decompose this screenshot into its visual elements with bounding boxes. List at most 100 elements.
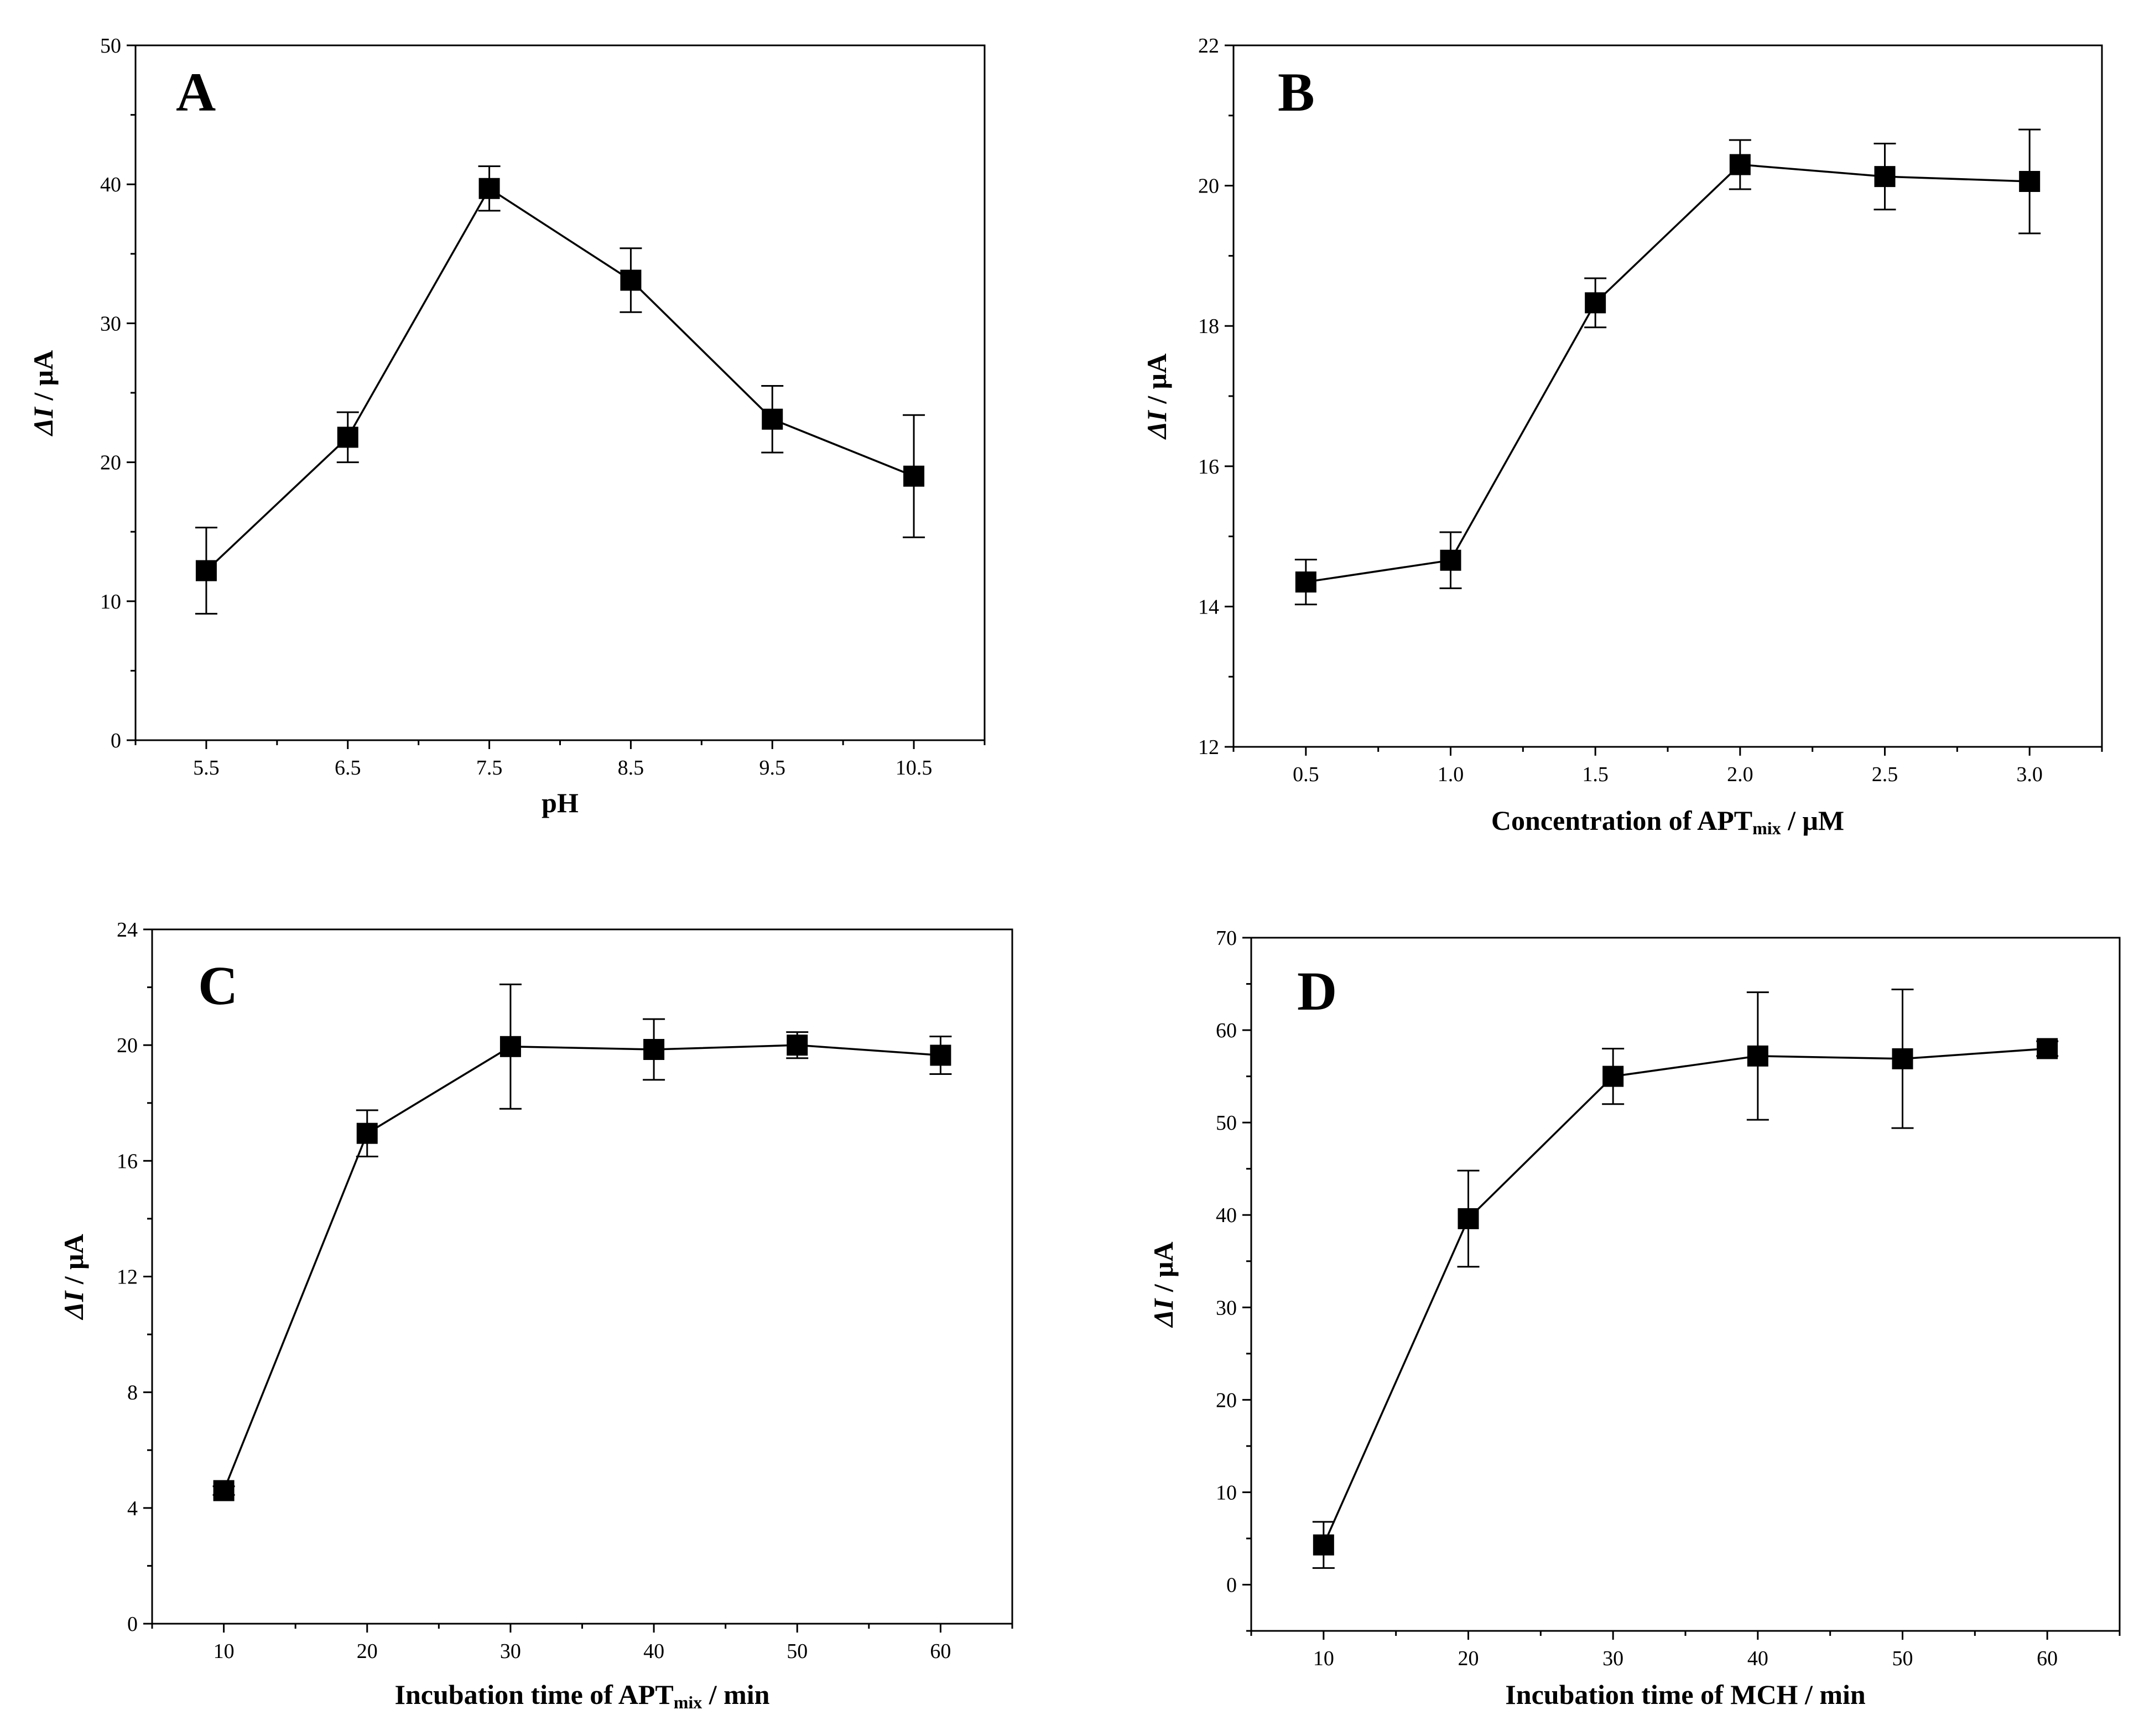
y-tick-label: 14 [1198, 595, 1219, 618]
x-axis-label-unit: / min [702, 1679, 769, 1710]
y-tick-label: 20 [117, 1034, 138, 1057]
data-point-marker [1892, 1048, 1913, 1069]
data-point-marker [478, 178, 500, 199]
panel-label: B [1278, 61, 1315, 123]
data-point-marker [1458, 1208, 1479, 1229]
panel-a: 0 10 20 30 40 50 5.5 6.5 7.5 8.5 9.5 10.5 ApH ΔI / μA [28, 34, 986, 818]
x-tick-label: 2.5 [1872, 763, 1898, 786]
data-point-marker [356, 1122, 378, 1144]
x-tick-label: 8.5 [618, 756, 644, 779]
data-point-marker [762, 408, 783, 430]
y-tick-label: 20 [1216, 1389, 1237, 1412]
y-tick-label: 18 [1198, 315, 1219, 338]
x-tick-label: 40 [1747, 1647, 1768, 1670]
x-tick-label: 50 [1892, 1647, 1913, 1670]
y-tick-label: 70 [1216, 927, 1237, 950]
data-point-marker [1729, 154, 1751, 175]
y-tick-label: 4 [127, 1497, 138, 1520]
data-point-marker [1313, 1534, 1334, 1556]
x-axis-label-text: Concentration of APT [1491, 805, 1752, 836]
x-tick-label: 30 [500, 1640, 521, 1663]
y-tick-label: 50 [100, 34, 121, 58]
y-tick-label: 20 [100, 451, 121, 475]
x-axis-label-unit: / μM [1781, 805, 1844, 836]
x-tick-label: 3.0 [2016, 763, 2043, 786]
x-tick-label: 0.5 [1293, 763, 1319, 786]
x-tick-label: 10.5 [896, 756, 933, 779]
x-tick-label: 20 [357, 1640, 378, 1663]
data-point-marker [1585, 292, 1606, 314]
y-axis-label-delta: Δ [1148, 1309, 1179, 1328]
y-axis-label-unit: / μA [58, 1234, 89, 1291]
data-point-marker [2019, 170, 2041, 192]
y-axis-label-delta: Δ [28, 418, 59, 436]
y-axis-label-unit: / μA [28, 350, 59, 407]
data-point-marker [620, 269, 642, 291]
y-tick-label: 40 [1216, 1204, 1237, 1227]
panel-label: D [1297, 960, 1337, 1022]
y-axis-label-delta: Δ [58, 1302, 89, 1320]
y-tick-label: 8 [127, 1381, 138, 1405]
series-line [1323, 1047, 2048, 1546]
y-axis-label-unit: / μA [1148, 1241, 1179, 1298]
panel-label: C [198, 955, 238, 1016]
x-axis-label-text: Incubation time of APT [395, 1679, 674, 1710]
x-tick-label: 60 [930, 1640, 951, 1663]
y-tick-label: 10 [100, 590, 121, 614]
x-axis-label: Concentration of APTmix / μM [1491, 805, 1844, 838]
x-tick-label: 6.5 [335, 756, 361, 779]
y-axis-label: ΔI / μA [58, 1234, 89, 1320]
series-line [1305, 163, 2030, 583]
y-axis-label-variable: I [1141, 410, 1172, 422]
y-axis-label-variable: I [28, 407, 59, 419]
data-point-marker [1295, 571, 1316, 593]
data-point-marker [1874, 166, 1896, 188]
x-tick-label: 7.5 [476, 756, 503, 779]
x-tick-label: 2.0 [1727, 763, 1753, 786]
data-point-marker [643, 1039, 665, 1061]
x-tick-label: 40 [643, 1640, 664, 1663]
data-point-marker [1440, 549, 1461, 571]
data-point-marker [2037, 1038, 2058, 1059]
data-point-marker [213, 1480, 235, 1501]
y-tick-label: 0 [127, 1613, 138, 1636]
x-tick-label: 9.5 [759, 756, 786, 779]
x-axis-label-text: pH [542, 787, 579, 818]
panel-label: A [176, 61, 216, 123]
data-point-marker [195, 560, 217, 581]
y-tick-label: 30 [1216, 1296, 1237, 1319]
x-tick-label: 5.5 [193, 756, 220, 779]
x-tick-label: 30 [1602, 1647, 1623, 1670]
x-axis-label: pH [542, 787, 579, 818]
y-axis-label-delta: Δ [1141, 422, 1172, 440]
series-line [205, 187, 914, 571]
y-tick-label: 16 [117, 1150, 138, 1173]
y-axis-label: ΔI / μA [28, 350, 59, 436]
data-point-marker [337, 427, 358, 448]
y-axis-label-unit: / μA [1141, 354, 1172, 410]
y-tick-label: 30 [100, 312, 121, 335]
y-tick-label: 40 [100, 173, 121, 196]
x-tick-label: 10 [214, 1640, 235, 1663]
panel-b: 12 14 16 18 20 22 0.5 1.0 1.5 2.0 2.5 3.0 B Concentra… [1141, 34, 2103, 838]
y-tick-label: 10 [1216, 1481, 1237, 1504]
y-tick-label: 60 [1216, 1019, 1237, 1042]
x-tick-label: 1.5 [1582, 763, 1609, 786]
panel-d: 0 10 20 30 40 50 60 70 10 20 30 40 50 60 D Incubation t… [1148, 927, 2121, 1710]
y-tick-label: 24 [117, 918, 138, 942]
data-point-marker [930, 1044, 951, 1066]
y-axis-label: ΔI / μA [1148, 1241, 1179, 1328]
x-tick-label: 20 [1458, 1647, 1479, 1670]
x-axis-label: Incubation time of APTmix / min [395, 1679, 770, 1712]
x-axis-label-subscript: mix [674, 1692, 702, 1712]
panel-c: 0 4 8 12 16 20 24 10 20 30 40 50 60 C Incubation time … [58, 918, 1013, 1712]
y-tick-label: 16 [1198, 455, 1219, 479]
y-tick-label: 12 [117, 1266, 138, 1289]
y-tick-label: 12 [1198, 736, 1219, 759]
y-axis-label-variable: I [58, 1290, 89, 1302]
x-axis-label: Incubation time of MCH / min [1505, 1679, 1866, 1710]
series-line [222, 1044, 941, 1491]
x-tick-label: 60 [2037, 1647, 2058, 1670]
data-point-marker [903, 465, 925, 487]
